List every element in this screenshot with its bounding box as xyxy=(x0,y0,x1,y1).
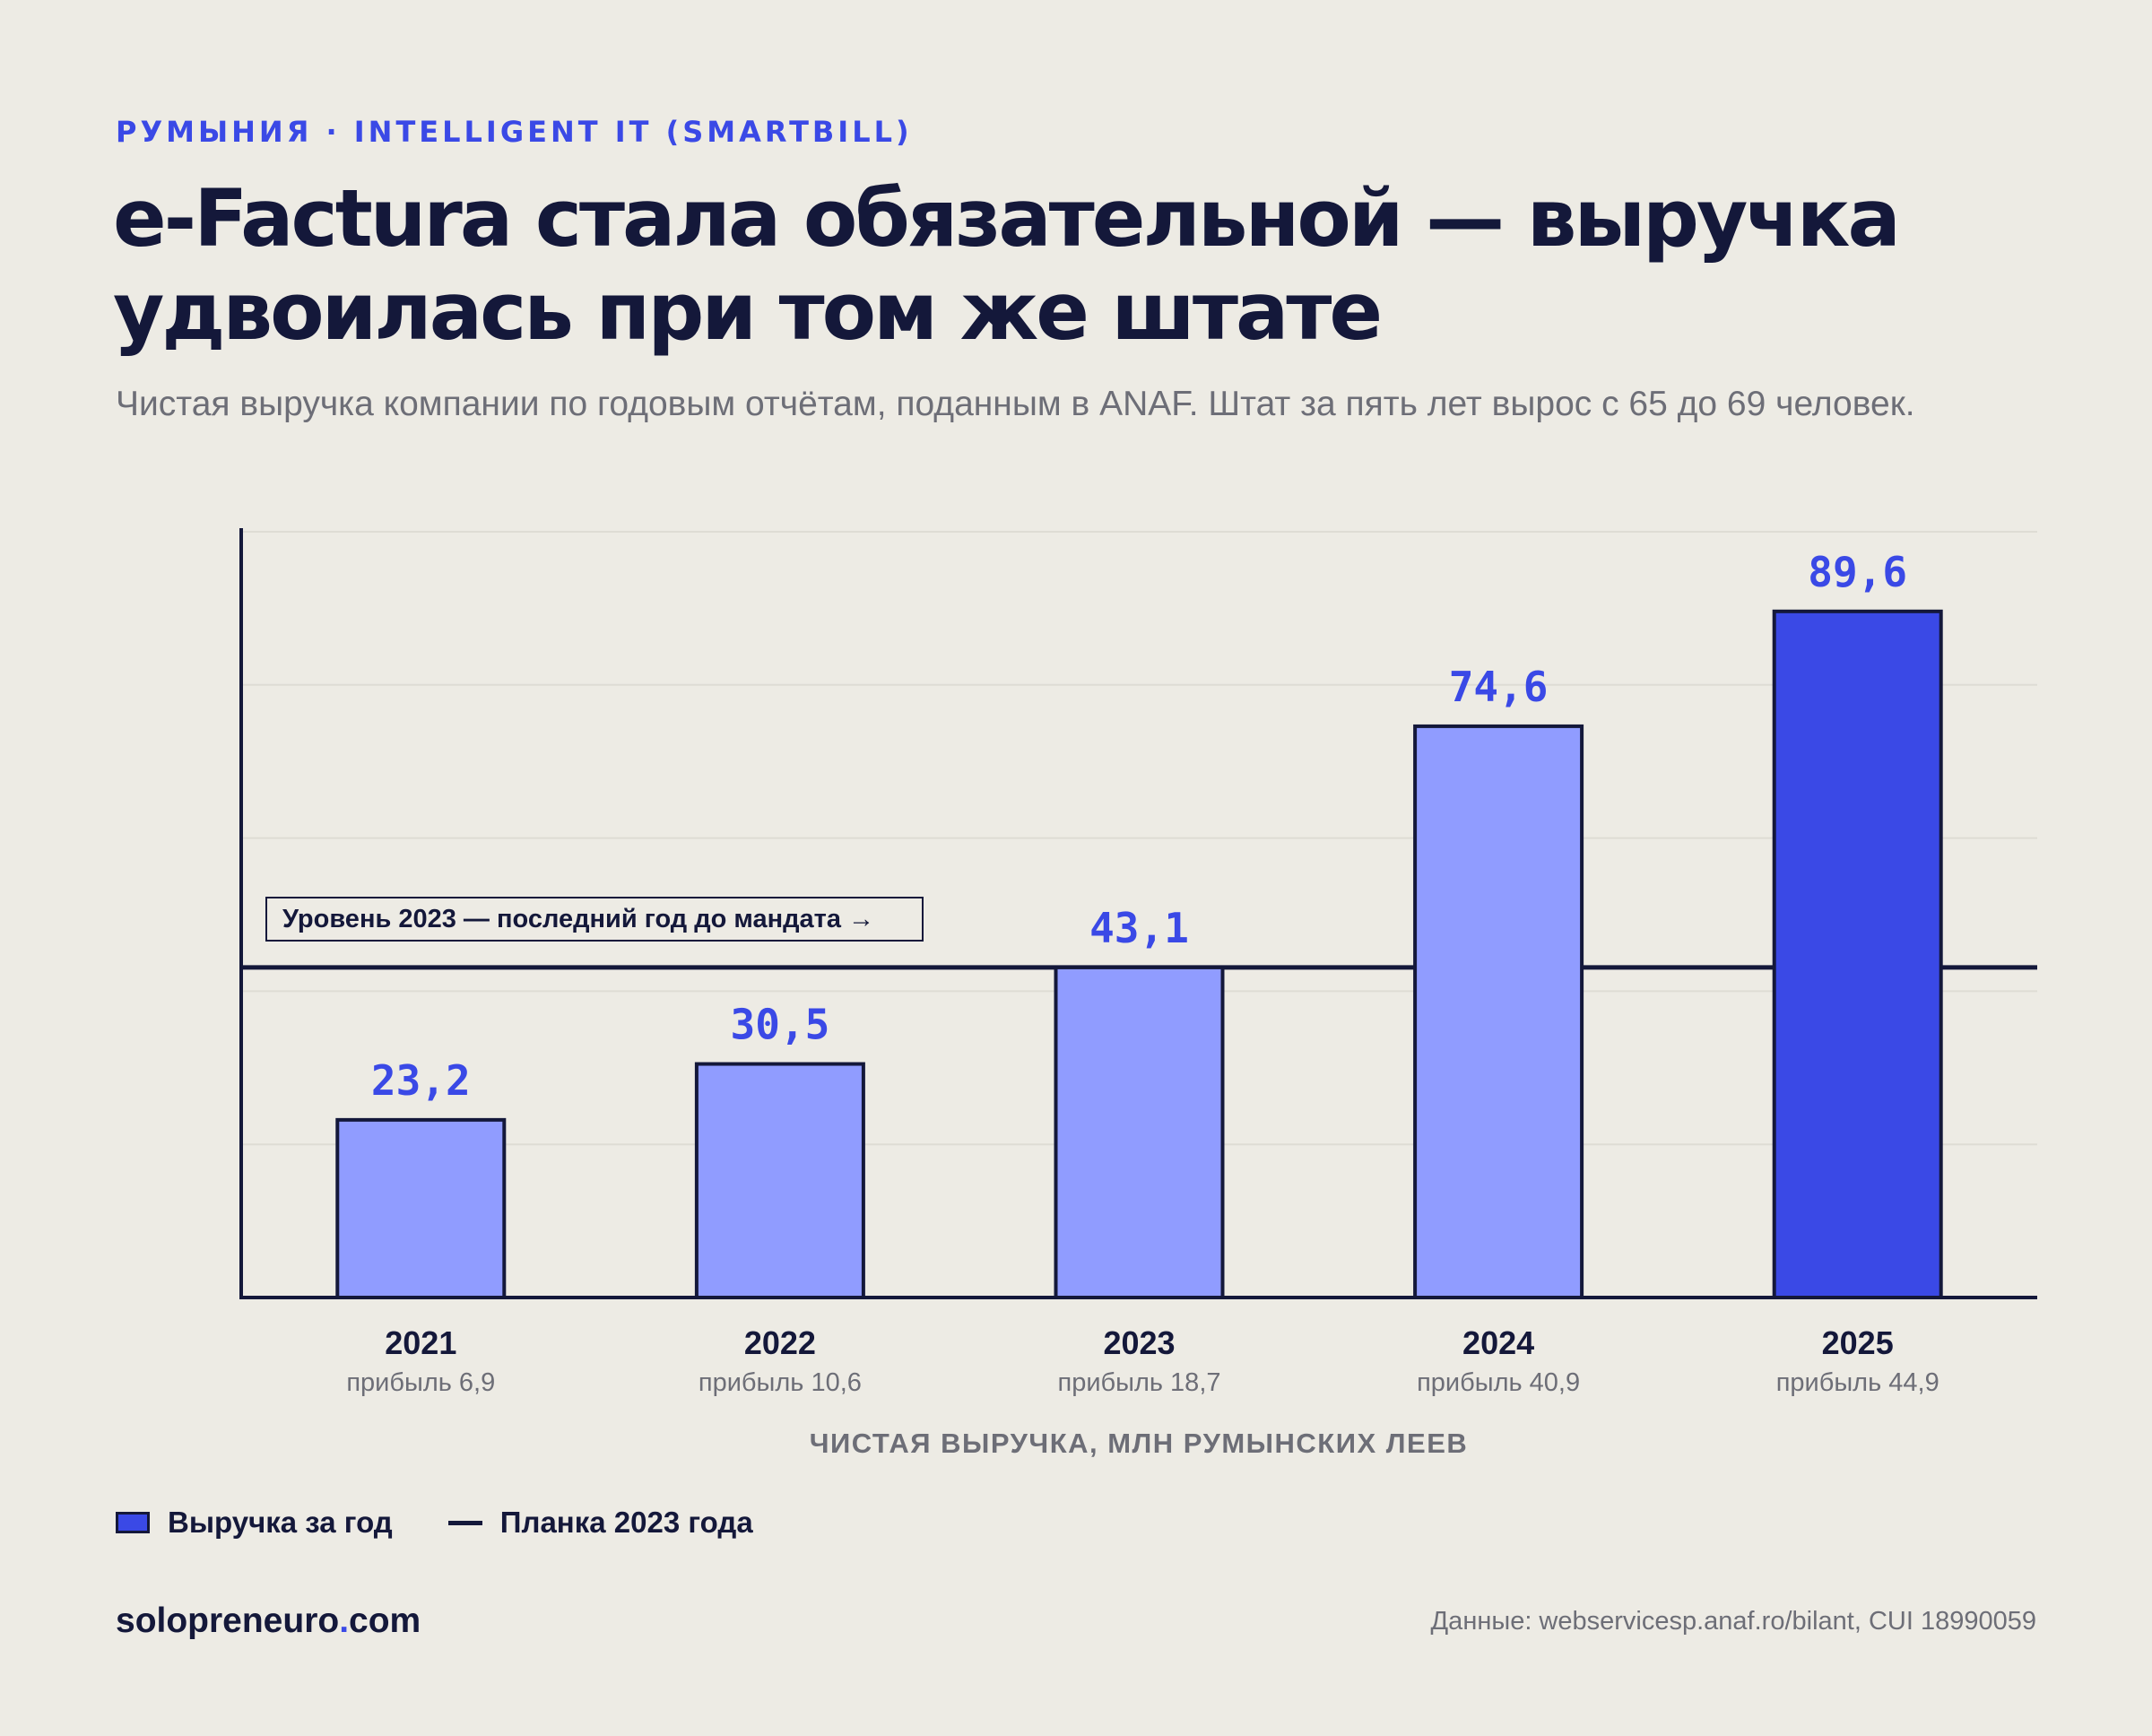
kicker: РУМЫНИЯ · INTELLIGENT IT (SMARTBILL) xyxy=(116,115,913,149)
profit-label-2021: прибыль 6,9 xyxy=(346,1368,495,1397)
x-tick-label-2023: 2023 xyxy=(1103,1324,1175,1361)
legend-label-revenue: Выручка за год xyxy=(168,1506,393,1539)
brand-dot: . xyxy=(339,1601,350,1640)
x-tick-label-2022: 2022 xyxy=(744,1324,816,1361)
bars xyxy=(335,609,1943,1300)
profit-label-2025: прибыль 44,9 xyxy=(1776,1368,1939,1397)
brand-tail: com xyxy=(349,1601,421,1640)
value-label-2022: 30,5 xyxy=(731,1001,830,1049)
brand-logo: solopreneuro.com xyxy=(116,1601,421,1641)
x-tick-label-2024: 2024 xyxy=(1462,1324,1534,1361)
page-title: e-Factura стала обязательной — выручка у… xyxy=(113,172,1901,358)
profit-label-2023: прибыль 18,7 xyxy=(1057,1368,1220,1397)
bar-2022 xyxy=(694,1062,865,1300)
legend-label-bar-2023: Планка 2023 года xyxy=(499,1506,753,1539)
bar-2025 xyxy=(1772,609,1943,1299)
subtitle: Чистая выручка компании по годовым отчёт… xyxy=(116,385,1915,423)
brand-main: solopreneuro xyxy=(116,1601,340,1640)
legend: Выручка за год Планка 2023 года xyxy=(116,1506,753,1540)
labels: 23,2 2021 прибыль 6,9 30,5 2022 прибыль 10,6 4… xyxy=(265,548,1939,1397)
x-tick-label-2025: 2025 xyxy=(1822,1324,1894,1361)
profit-label-2024: прибыль 40,9 xyxy=(1417,1368,1580,1397)
reference-annotation: Уровень 2023 — последний год до мандата … xyxy=(282,905,874,933)
value-label-2025: 89,6 xyxy=(1808,548,1907,596)
profit-label-2022: прибыль 10,6 xyxy=(699,1368,862,1397)
value-label-2021: 23,2 xyxy=(371,1056,471,1105)
bar-2021 xyxy=(335,1117,507,1299)
value-label-2024: 74,6 xyxy=(1449,663,1549,711)
bar-2024 xyxy=(1413,724,1584,1299)
bar-2023 xyxy=(1054,965,1225,1300)
reference-annotation-box xyxy=(265,897,924,942)
data-source: Данные: webservicesp.anaf.ro/bilant, CUI… xyxy=(1430,1607,2036,1636)
legend-line-swatch xyxy=(447,1520,482,1525)
x-axis-title: ЧИСТАЯ ВЫРУЧКА, МЛН РУМЫНСКИХ ЛЕЕВ xyxy=(810,1428,1469,1459)
value-label-2023: 43,1 xyxy=(1089,904,1189,952)
x-tick-label-2021: 2021 xyxy=(385,1324,456,1361)
legend-bar-swatch xyxy=(116,1512,150,1533)
